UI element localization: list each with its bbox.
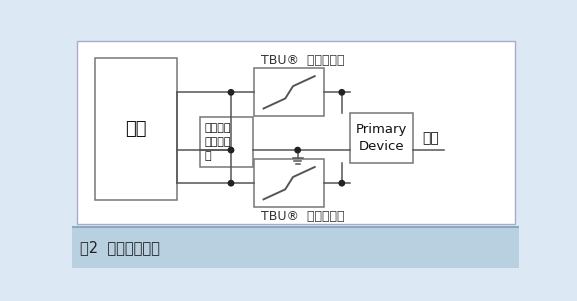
Circle shape <box>295 147 301 153</box>
Circle shape <box>339 90 344 95</box>
Text: 设备: 设备 <box>125 120 147 138</box>
Circle shape <box>228 147 234 153</box>
Bar <box>200 117 253 167</box>
Bar <box>254 68 324 116</box>
Text: TBU®  高速保护器: TBU® 高速保护器 <box>261 210 345 223</box>
Text: 电压瞬变
抑制二极
管: 电压瞬变 抑制二极 管 <box>205 123 231 161</box>
Text: Primary
Device: Primary Device <box>355 123 407 153</box>
Bar <box>95 58 177 200</box>
Text: 图2  三级防护方案: 图2 三级防护方案 <box>80 240 160 255</box>
Text: TBU®  高速保护器: TBU® 高速保护器 <box>261 54 345 67</box>
Bar <box>254 159 324 207</box>
Bar <box>77 41 515 224</box>
Circle shape <box>228 181 234 186</box>
Bar <box>350 113 413 163</box>
Circle shape <box>228 90 234 95</box>
Circle shape <box>339 181 344 186</box>
Text: 接口: 接口 <box>422 131 439 145</box>
Bar <box>72 227 519 268</box>
